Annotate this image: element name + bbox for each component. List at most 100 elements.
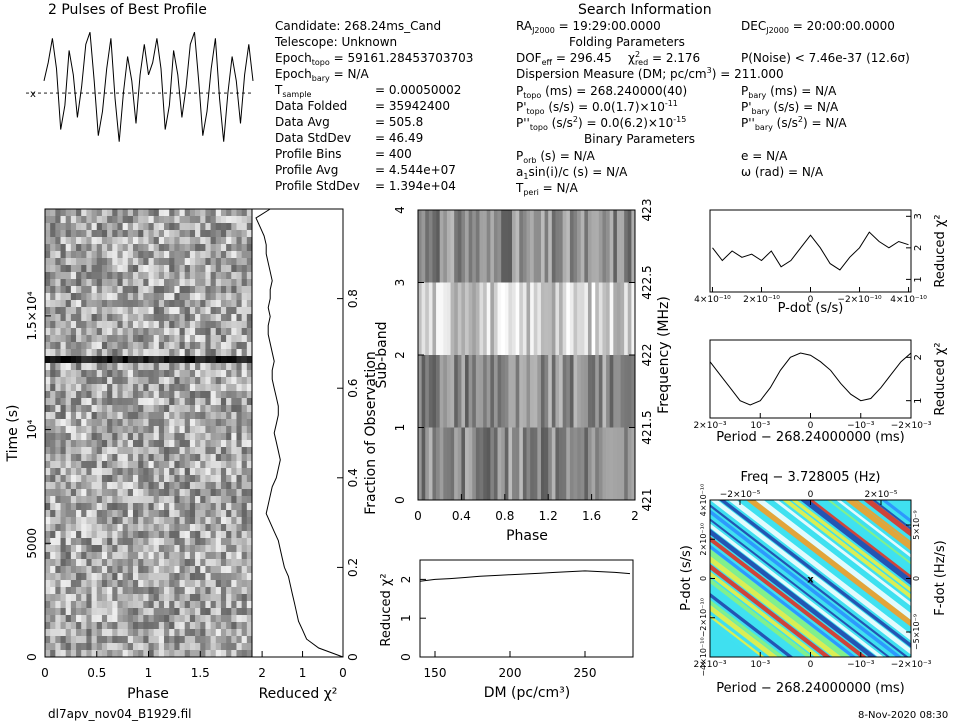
heat-cell bbox=[169, 510, 175, 518]
heat-cell bbox=[45, 307, 51, 315]
heat-cell bbox=[153, 482, 160, 490]
heat-cell bbox=[122, 230, 129, 238]
heat-cell bbox=[210, 265, 217, 273]
heat-cell bbox=[432, 210, 437, 283]
heat-cell bbox=[65, 622, 72, 630]
profile-plot: x bbox=[26, 32, 254, 142]
heat-cell bbox=[70, 447, 77, 455]
heat-cell bbox=[55, 587, 61, 595]
heat-cell bbox=[122, 475, 129, 483]
heat-cell bbox=[231, 629, 237, 637]
heat-cell bbox=[148, 538, 154, 546]
heat-cell bbox=[153, 377, 160, 385]
heat-cell bbox=[200, 587, 206, 595]
heat-cell bbox=[91, 580, 98, 588]
heat-cell bbox=[101, 398, 108, 406]
heat-cell bbox=[55, 622, 61, 630]
heat-cell bbox=[200, 573, 206, 581]
heat-cell bbox=[179, 286, 186, 294]
heat-cell bbox=[205, 300, 211, 308]
heat-cell bbox=[454, 427, 459, 501]
heat-cell bbox=[512, 355, 516, 428]
heat-cell bbox=[189, 629, 196, 637]
heat-cell bbox=[112, 475, 118, 483]
heat-cell bbox=[127, 580, 134, 588]
heat-cell bbox=[122, 314, 129, 322]
heat-cell bbox=[200, 517, 206, 525]
heat-cell bbox=[153, 622, 160, 630]
heat-cell bbox=[45, 580, 51, 588]
heat-cell bbox=[50, 272, 56, 280]
heat-cell bbox=[153, 314, 160, 322]
heat-cell bbox=[174, 251, 180, 259]
heat-cell bbox=[96, 356, 103, 364]
heat-cell bbox=[132, 636, 139, 644]
heat-cell bbox=[246, 398, 253, 406]
heat-cell bbox=[246, 237, 253, 245]
heat-cell bbox=[189, 503, 196, 511]
heat-cell bbox=[226, 216, 232, 224]
heat-cell bbox=[127, 433, 134, 441]
heat-cell bbox=[117, 538, 123, 546]
heat-cell bbox=[96, 258, 103, 266]
heat-cell bbox=[60, 601, 66, 609]
heat-cell bbox=[70, 510, 77, 518]
ppdot-band bbox=[755, 500, 911, 620]
heat-cell bbox=[107, 454, 113, 462]
heat-cell bbox=[158, 566, 165, 574]
heat-cell bbox=[127, 398, 134, 406]
heat-cell bbox=[169, 531, 175, 539]
heat-cell bbox=[101, 475, 108, 483]
heat-cell bbox=[200, 279, 206, 287]
heat-cell bbox=[112, 629, 118, 637]
heat-cell bbox=[195, 335, 201, 343]
heat-cell bbox=[184, 356, 191, 364]
heat-cell bbox=[241, 363, 248, 371]
heat-cell bbox=[81, 405, 87, 413]
heat-cell bbox=[215, 356, 222, 364]
heat-cell bbox=[127, 552, 134, 560]
heat-cell bbox=[45, 461, 51, 469]
heat-cell bbox=[153, 286, 160, 294]
heat-cell bbox=[577, 210, 582, 283]
heat-cell bbox=[246, 426, 253, 434]
heat-cell bbox=[122, 580, 129, 588]
heat-cell bbox=[65, 384, 72, 392]
heat-cell bbox=[195, 419, 201, 427]
heat-cell bbox=[215, 433, 222, 441]
heat-cell bbox=[169, 286, 175, 294]
heat-cell bbox=[421, 282, 426, 356]
epoch-bary-text: Epochbary = N/A bbox=[275, 67, 369, 83]
heat-cell bbox=[184, 552, 191, 560]
heat-cell bbox=[143, 461, 149, 469]
heat-cell bbox=[127, 531, 134, 539]
heat-cell bbox=[91, 601, 98, 609]
heat-cell bbox=[60, 314, 66, 322]
heat-cell bbox=[226, 209, 232, 217]
heat-cell bbox=[189, 377, 196, 385]
heat-cell bbox=[55, 244, 61, 252]
heat-cell bbox=[200, 433, 206, 441]
heat-cell bbox=[540, 282, 545, 356]
heat-cell bbox=[584, 355, 589, 428]
heat-cell bbox=[522, 282, 527, 356]
heat-cell bbox=[45, 251, 51, 259]
heat-cell bbox=[107, 230, 113, 238]
heat-cell bbox=[164, 615, 170, 623]
heat-cell bbox=[122, 405, 129, 413]
heat-cell bbox=[112, 391, 118, 399]
heat-cell bbox=[236, 489, 242, 497]
heat-cell bbox=[493, 210, 498, 283]
heat-cell bbox=[169, 391, 175, 399]
heat-cell bbox=[169, 517, 175, 525]
heat-cell bbox=[101, 433, 108, 441]
heat-cell bbox=[220, 237, 227, 245]
heat-cell bbox=[153, 398, 160, 406]
heat-cell bbox=[215, 328, 222, 336]
heat-cell bbox=[132, 370, 139, 378]
heat-cell bbox=[461, 427, 466, 501]
heat-cell bbox=[158, 594, 165, 602]
heat-cell bbox=[200, 223, 206, 231]
heat-cell bbox=[231, 636, 237, 644]
pbary-text: Pbary (ms) = N/A bbox=[741, 84, 837, 100]
